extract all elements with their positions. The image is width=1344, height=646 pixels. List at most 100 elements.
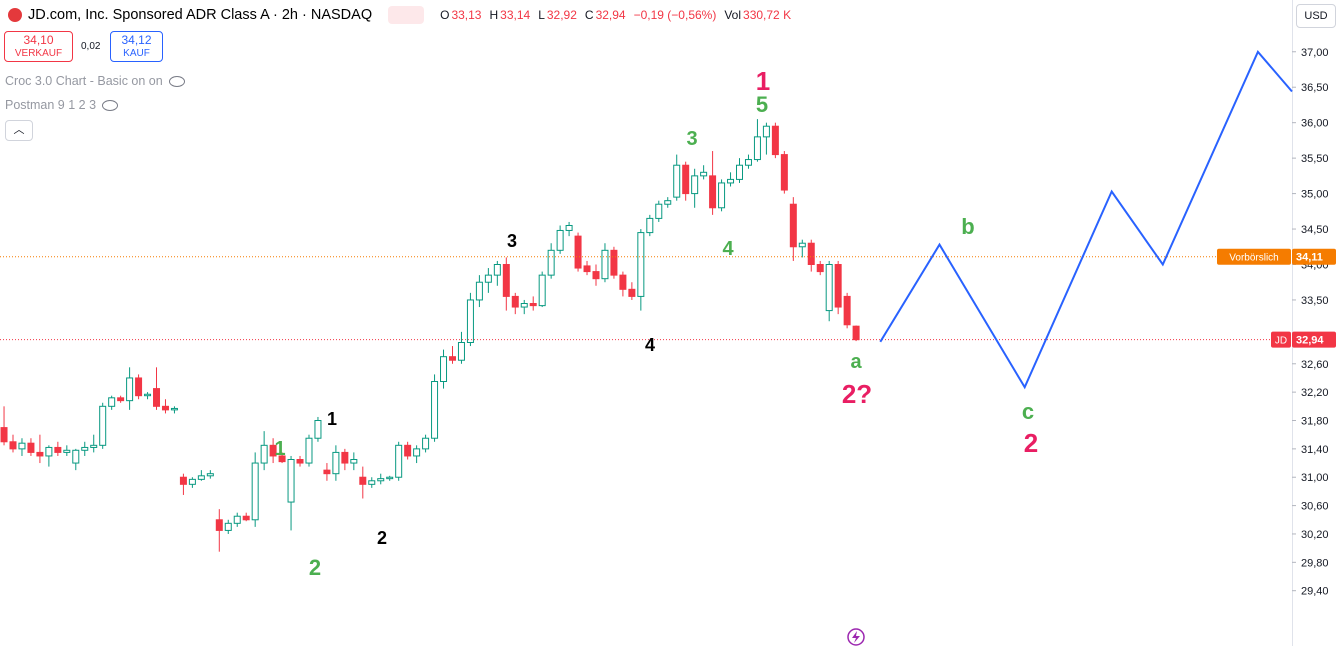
indicator[interactable]: Croc 3.0 Chart - Basic on on	[5, 74, 185, 88]
candle-body	[170, 407, 178, 411]
indicator-name: Croc 3.0 Chart - Basic on on	[5, 74, 163, 88]
symbol-title[interactable]: JD.com, Inc. Sponsored ADR Class A · 2h …	[28, 7, 373, 23]
header: JD.com, Inc. Sponsored ADR Class A · 2h …	[8, 6, 797, 24]
candle-body	[422, 437, 430, 450]
wave-label: 2?	[842, 379, 872, 409]
candle-body	[592, 271, 600, 280]
candle-body	[332, 451, 340, 475]
candle-body	[718, 182, 726, 209]
candle-body	[475, 281, 483, 301]
price-tag	[1292, 331, 1336, 348]
candle-body	[161, 405, 169, 411]
y-tick-label: 29,40	[1301, 586, 1329, 598]
candle-body	[646, 217, 654, 234]
candle-body	[296, 459, 304, 464]
collapse-button[interactable]: ︿	[5, 120, 33, 141]
wave-label: 3	[507, 231, 517, 251]
candle-body	[314, 420, 322, 439]
candle-body	[547, 249, 555, 276]
candle-body	[188, 478, 196, 485]
candle-body	[448, 356, 456, 361]
candle-body	[18, 442, 26, 450]
wave-label: 4	[645, 335, 655, 355]
candle-body	[798, 242, 806, 248]
candle-body	[251, 462, 259, 521]
candle-body	[780, 154, 788, 191]
y-tick-label: 29,80	[1301, 557, 1329, 569]
candle-body	[377, 478, 385, 482]
volume-key: Vol	[724, 8, 742, 22]
candle-body	[753, 136, 761, 161]
candle-body	[709, 175, 717, 209]
candle-body	[664, 200, 672, 205]
y-tick-label: 31,00	[1301, 472, 1329, 484]
candle-body	[538, 274, 546, 307]
y-tick-label: 32,60	[1301, 359, 1329, 371]
candle-body	[368, 480, 376, 485]
candle-body	[736, 164, 744, 180]
candle-body	[637, 232, 645, 297]
hide-icon[interactable]	[102, 100, 119, 112]
candle-body	[278, 455, 286, 463]
volume: 330,72 K	[743, 8, 792, 22]
hide-icon[interactable]	[168, 76, 185, 88]
price-tag-value: 34,11	[1296, 252, 1323, 264]
change: −0,19 (−0,56%)	[633, 8, 717, 22]
candle-body	[502, 263, 510, 297]
y-tick-label: 35,50	[1301, 153, 1329, 165]
y-tick-label: 31,80	[1301, 416, 1329, 428]
candle-body	[9, 441, 17, 450]
candle-body	[583, 265, 591, 273]
sell-label: VERKAUF	[14, 48, 63, 59]
price-tag-label-bg	[1271, 331, 1291, 348]
sell-button[interactable]: 34,10 VERKAUF	[4, 31, 73, 62]
candle-body	[36, 451, 44, 457]
candle-body	[350, 459, 358, 464]
candle-body	[27, 442, 35, 453]
candle-body	[610, 249, 618, 276]
candle-body	[72, 449, 80, 464]
event-icon-bolt	[852, 631, 860, 643]
wave-label: b	[961, 214, 974, 239]
ohlc-value: 32,94	[595, 8, 626, 22]
session-badge[interactable]	[388, 6, 425, 24]
candle-body	[413, 448, 421, 457]
candle-body	[126, 377, 134, 402]
candle-body	[816, 263, 824, 273]
price-tag-value: 32,94	[1296, 335, 1324, 347]
candle-body	[215, 519, 223, 531]
ohlc-value: 32,92	[546, 8, 577, 22]
candle-body	[655, 203, 663, 219]
candle-body	[233, 515, 241, 524]
candle-body	[153, 388, 161, 407]
currency-button[interactable]: USD	[1296, 4, 1336, 28]
candle-body	[556, 229, 564, 251]
wave-label: 1	[274, 438, 285, 460]
ohlc-key: C	[584, 8, 594, 22]
wave-label: 2	[377, 528, 387, 548]
indicator-name: Postman 9 1 2 3	[5, 98, 97, 112]
wave-label: 3	[686, 128, 697, 150]
candle-body	[825, 263, 833, 312]
candle-body	[852, 325, 860, 341]
candle-body	[323, 469, 331, 475]
candle-body	[440, 356, 448, 383]
candle-body	[90, 444, 98, 448]
candle-body	[762, 125, 770, 138]
y-tick-label: 37,00	[1301, 47, 1329, 59]
ohlc-value: 33,14	[500, 8, 531, 22]
sell-price: 34,10	[23, 33, 54, 47]
y-tick-label: 34,50	[1301, 224, 1329, 236]
buy-button[interactable]: 34,12 KAUF	[110, 31, 163, 62]
candle-body	[789, 203, 797, 248]
candle-body	[601, 249, 609, 280]
candle-body	[45, 446, 53, 457]
candle-body	[99, 405, 107, 446]
candle-body	[305, 437, 313, 464]
y-tick-label: 36,50	[1301, 82, 1329, 94]
candle-body	[206, 473, 214, 477]
candle-body	[197, 475, 205, 480]
indicator[interactable]: Postman 9 1 2 3	[5, 98, 119, 112]
